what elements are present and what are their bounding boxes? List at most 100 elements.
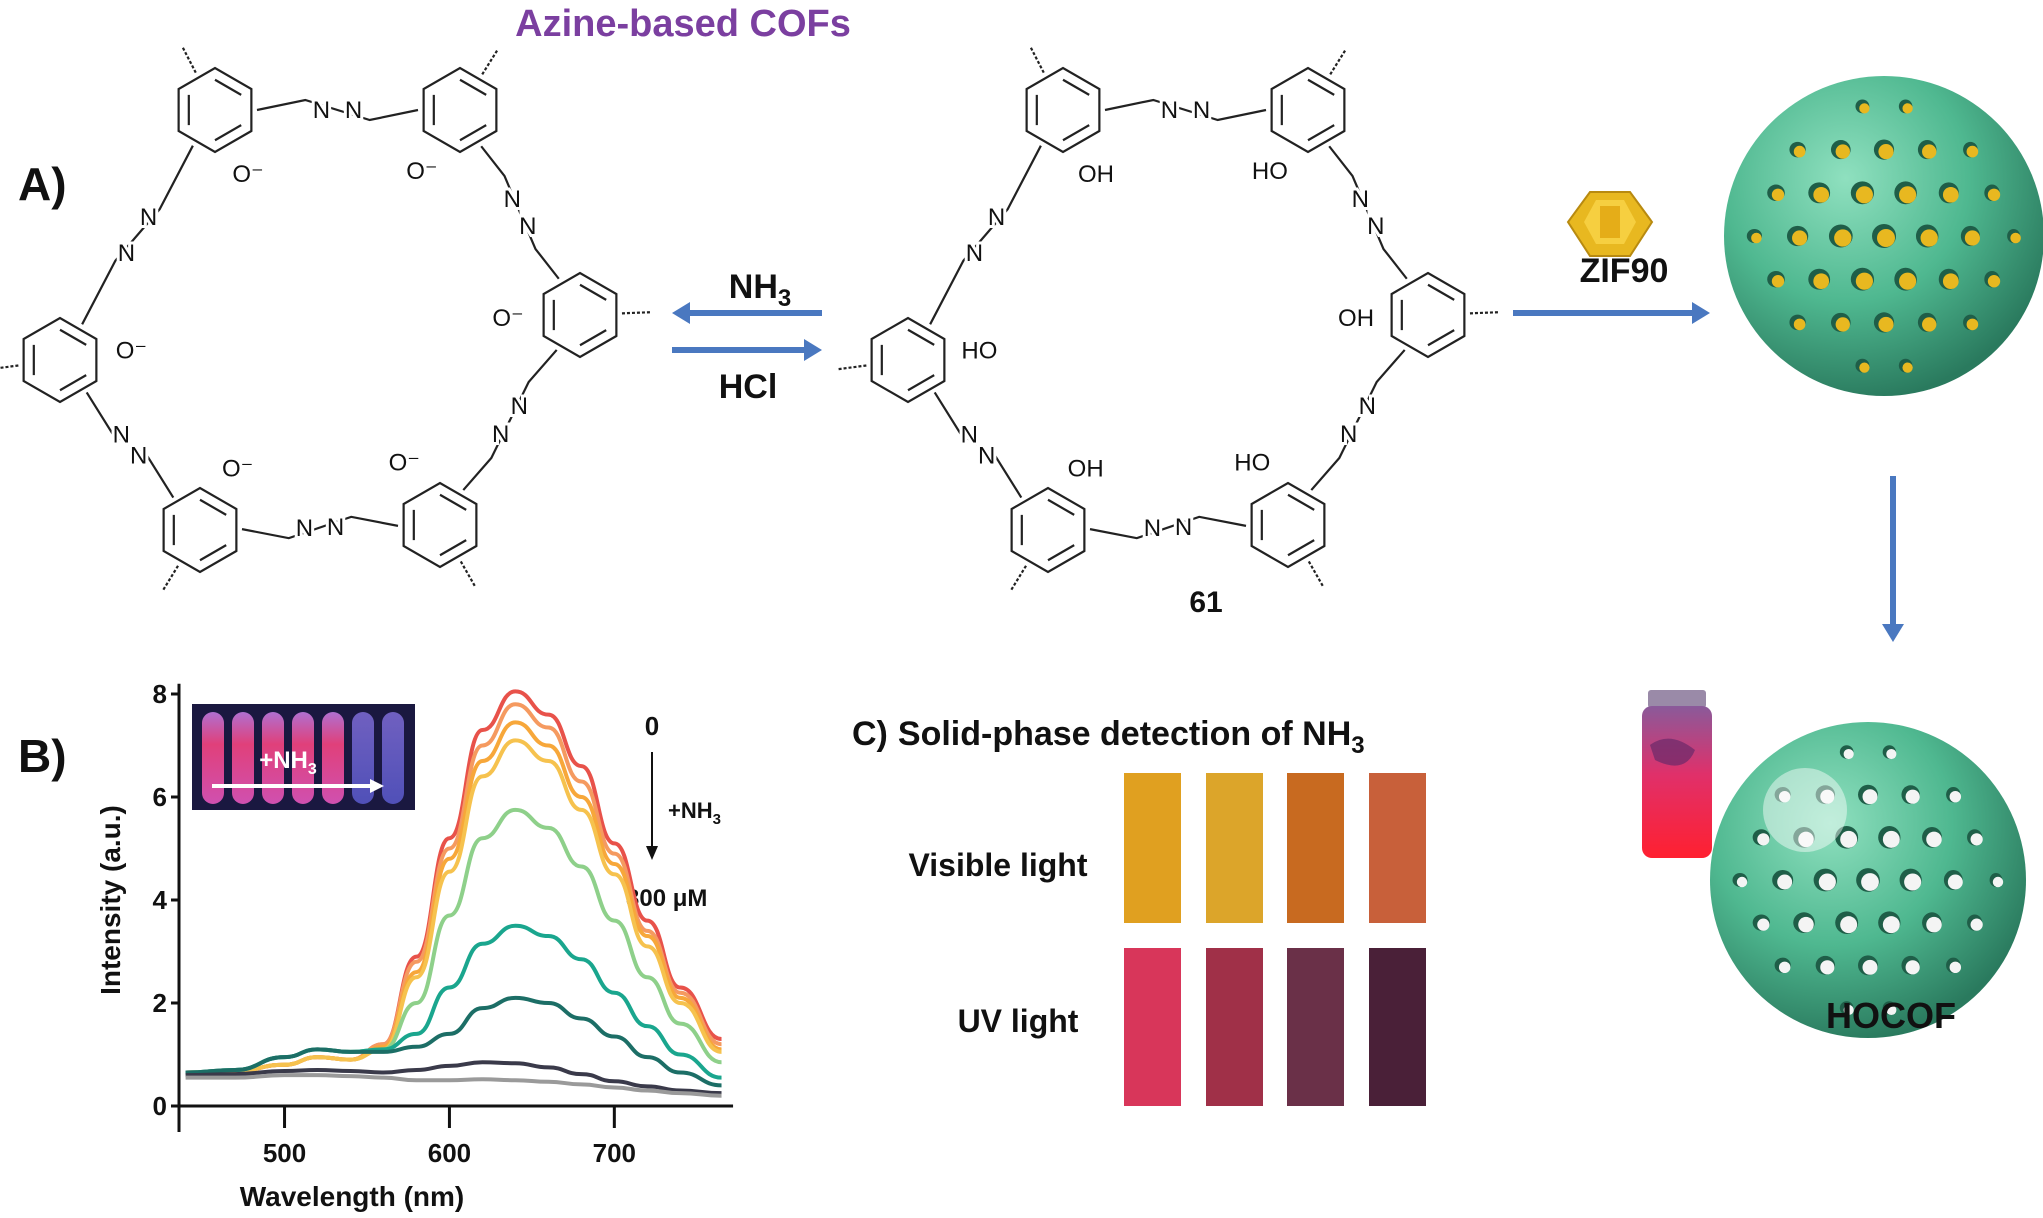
- azine-linker: [1104, 98, 1267, 122]
- nitrogen-label: N: [988, 204, 1005, 231]
- azine-linker: [85, 391, 175, 499]
- nitrogen-label: N: [1340, 421, 1357, 448]
- pore-content: [1882, 916, 1900, 934]
- pore-content: [1987, 188, 2001, 201]
- pore-content: [1949, 790, 1962, 803]
- inset-tube: [232, 712, 254, 804]
- oxygen-label: HO: [1252, 158, 1288, 185]
- x-axis-label: Wavelength (nm): [240, 1181, 465, 1212]
- oxygen-label: O⁻: [222, 456, 253, 483]
- pore-content: [1855, 272, 1873, 290]
- benzene-ring: [1025, 66, 1101, 154]
- annotation-arrow: [646, 846, 658, 860]
- pore-content: [1792, 230, 1808, 246]
- y-tick-label: 0: [153, 1091, 167, 1121]
- nitrogen-label: N: [345, 97, 362, 124]
- pore-content: [1777, 874, 1793, 890]
- row-label-visible: Visible light: [909, 847, 1088, 883]
- swatch-uv-1: [1124, 948, 1181, 1106]
- highlight-circle: [1763, 768, 1847, 852]
- pore-content: [2010, 232, 2021, 244]
- vial-icon: [1642, 690, 1712, 858]
- azine-linker: [929, 145, 1042, 325]
- pore-content: [1793, 145, 1806, 158]
- nitrogen-label: N: [1193, 97, 1210, 124]
- pore-content: [1878, 144, 1894, 160]
- inset-tube: [382, 712, 404, 804]
- swatch-visible-2: [1206, 773, 1263, 923]
- nitrogen-label: N: [961, 421, 978, 448]
- oxygen-label: HO: [1234, 449, 1270, 476]
- benzene-ring: [422, 66, 498, 154]
- benzene-ring: [22, 316, 98, 404]
- series-line-8: [185, 1073, 722, 1098]
- nitrogen-label: N: [130, 443, 147, 470]
- inset-tube: [352, 712, 374, 804]
- nitrogen-label: N: [511, 393, 528, 420]
- nitrogen-label: N: [1367, 213, 1384, 240]
- pore-content: [1859, 362, 1870, 373]
- series-line-6: [185, 995, 722, 1088]
- nitrogen-label: N: [118, 240, 135, 267]
- nitrogen-label: N: [519, 213, 536, 240]
- pore-content: [1840, 916, 1858, 934]
- azine-linker: [933, 391, 1023, 499]
- pore-content: [1920, 229, 1938, 247]
- pore-content: [1859, 103, 1870, 114]
- pore-content: [1899, 272, 1917, 290]
- pore-content: [1902, 103, 1913, 114]
- pore-content: [1970, 918, 1983, 931]
- azine-linker: [480, 145, 560, 280]
- oxygen-label: HO: [961, 338, 997, 365]
- nitrogen-label: N: [327, 514, 344, 541]
- arrow-right-icon: [1513, 302, 1710, 324]
- oxygen-label: O⁻: [116, 338, 147, 365]
- pore-content: [1835, 144, 1850, 159]
- nitrogen-label: N: [140, 204, 157, 231]
- color-swatches: [1124, 773, 1426, 1106]
- annotation-reagent: +NH3: [668, 798, 721, 828]
- oxygen-label: OH: [1068, 456, 1104, 483]
- nitrogen-label: N: [313, 97, 330, 124]
- pore-content: [1964, 230, 1980, 246]
- pore-content: [1736, 876, 1748, 888]
- oxygen-label: O⁻: [492, 305, 523, 332]
- pore-content: [1771, 188, 1785, 201]
- benzene-ring: [1250, 481, 1326, 569]
- inset-tube: [322, 712, 344, 804]
- nitrogen-label: N: [113, 421, 130, 448]
- inset-tube: [202, 712, 224, 804]
- series-line-7: [185, 1060, 722, 1096]
- azine-linker: [256, 98, 419, 122]
- x-tick-label: 500: [263, 1138, 306, 1168]
- pore-content: [1942, 186, 1959, 203]
- pore-content: [1949, 961, 1962, 974]
- nitrogen-label: N: [492, 421, 509, 448]
- inset-photo: +NH3: [192, 704, 415, 810]
- inset-label: +NH3: [259, 747, 317, 778]
- x-tick-label: 700: [593, 1138, 636, 1168]
- pore-content: [1926, 916, 1942, 933]
- azine-linker: [241, 515, 399, 540]
- inset-tube: [262, 712, 284, 804]
- benzene-ring: [870, 316, 946, 404]
- pore-content: [1970, 833, 1983, 846]
- oxygen-label: O⁻: [389, 449, 420, 476]
- nitrogen-label: N: [1359, 393, 1376, 420]
- benzene-ring: [177, 66, 253, 154]
- annotation-start: 0: [645, 711, 659, 741]
- benzene-ring: [1390, 271, 1466, 359]
- panel-b-label: B): [18, 730, 67, 782]
- nitrogen-label: N: [966, 240, 983, 267]
- nitrogen-label: N: [1175, 514, 1192, 541]
- panel-c-title: C) Solid-phase detection of NH3: [852, 715, 1365, 759]
- cof-sphere-with-zif: [1724, 76, 2043, 396]
- inset-tube: [292, 712, 314, 804]
- pore-content: [1886, 748, 1897, 760]
- pore-content: [1771, 275, 1785, 288]
- pore-content: [1751, 232, 1762, 244]
- pore-content: [1798, 831, 1814, 848]
